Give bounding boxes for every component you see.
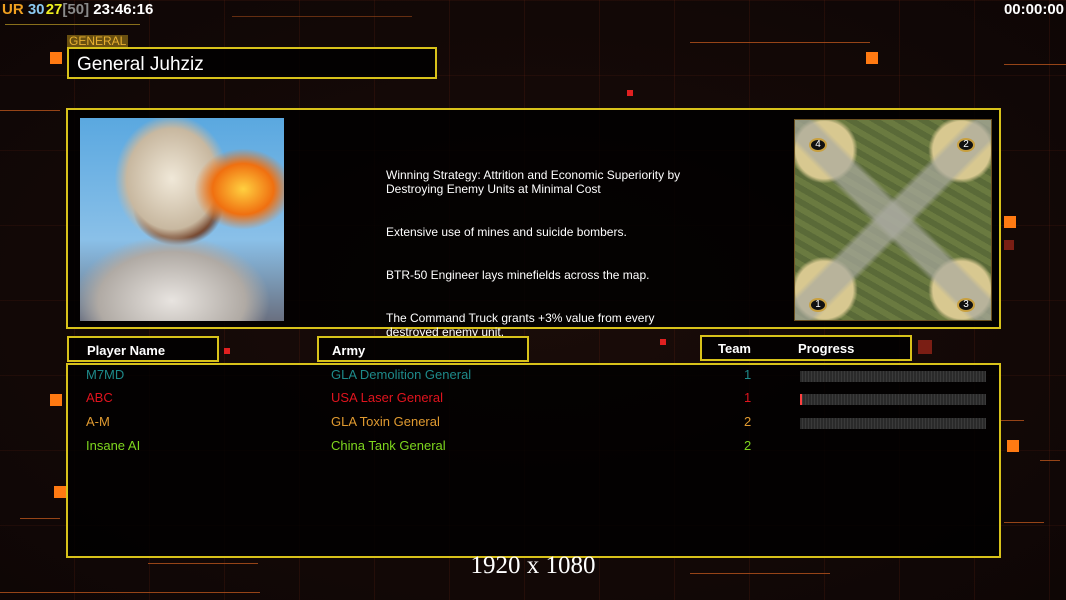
player-name-header: Player Name [67, 336, 219, 362]
strategy-text: Winning Strategy: Attrition and Economic… [386, 154, 746, 368]
progress-header-label: Progress [798, 341, 855, 356]
start-position-2: 2 [957, 138, 975, 152]
player-army: GLA Toxin General [331, 414, 440, 429]
player-name: Insane AI [86, 438, 141, 453]
army-header-label: Army [332, 343, 366, 358]
minimap[interactable]: 1 2 3 4 [794, 119, 992, 321]
hud-limit: [50] [62, 1, 90, 18]
start-position-4: 4 [809, 138, 827, 152]
player-team: 2 [744, 438, 752, 453]
resolution-label: 1920 x 1080 [470, 552, 596, 579]
start-position-3: 3 [957, 298, 975, 312]
hud-count-2: 27 [45, 1, 63, 18]
general-info-panel: Winning Strategy: Attrition and Economic… [66, 108, 1001, 339]
progress-bar [800, 394, 986, 405]
player-team: 1 [744, 367, 752, 382]
player-name-header-label: Player Name [87, 343, 166, 358]
player-row: M7MD GLA Demolition General 1 [68, 367, 999, 387]
player-name: M7MD [86, 367, 125, 382]
strategy-line: BTR-50 Engineer lays minefields across t… [386, 268, 650, 282]
hud-clock: 23:46:16 [93, 1, 154, 18]
hud-ur: UR [2, 1, 24, 18]
player-name: A-M [86, 414, 110, 429]
general-name: General Juhziz [77, 54, 204, 75]
player-army: China Tank General [331, 438, 446, 453]
player-team: 1 [744, 390, 752, 405]
progress-fill [800, 394, 802, 405]
strategy-line: Extensive use of mines and suicide bombe… [386, 225, 627, 239]
hud-count-1: 30 [27, 1, 45, 18]
player-list: M7MD GLA Demolition General 1 ABC USA La… [66, 363, 1001, 558]
game-timer: 00:00:00 [1003, 1, 1064, 18]
general-section-label: GENERAL [67, 34, 129, 48]
progress-bar [800, 418, 986, 429]
player-name: ABC [86, 390, 113, 405]
player-row: A-M GLA Toxin General 2 [68, 414, 999, 434]
hud-stats: UR 30 27[50] 23:46:16 [2, 1, 153, 18]
team-header-label: Team [718, 341, 751, 356]
player-army: USA Laser General [331, 390, 444, 405]
player-row: Insane AI China Tank General 2 [68, 438, 999, 458]
start-position-1: 1 [809, 298, 827, 312]
general-name-box: General Juhziz [67, 47, 437, 79]
army-header: Army [317, 336, 529, 362]
strategy-line: The Command Truck grants +3% value from … [386, 311, 655, 339]
strategy-line: Winning Strategy: Attrition and Economic… [386, 168, 681, 196]
general-portrait [80, 118, 284, 321]
team-progress-header: Team Progress [700, 335, 912, 361]
player-army: GLA Demolition General [331, 367, 472, 382]
player-team: 2 [744, 414, 752, 429]
progress-bar [800, 371, 986, 382]
player-row: ABC USA Laser General 1 [68, 390, 999, 410]
